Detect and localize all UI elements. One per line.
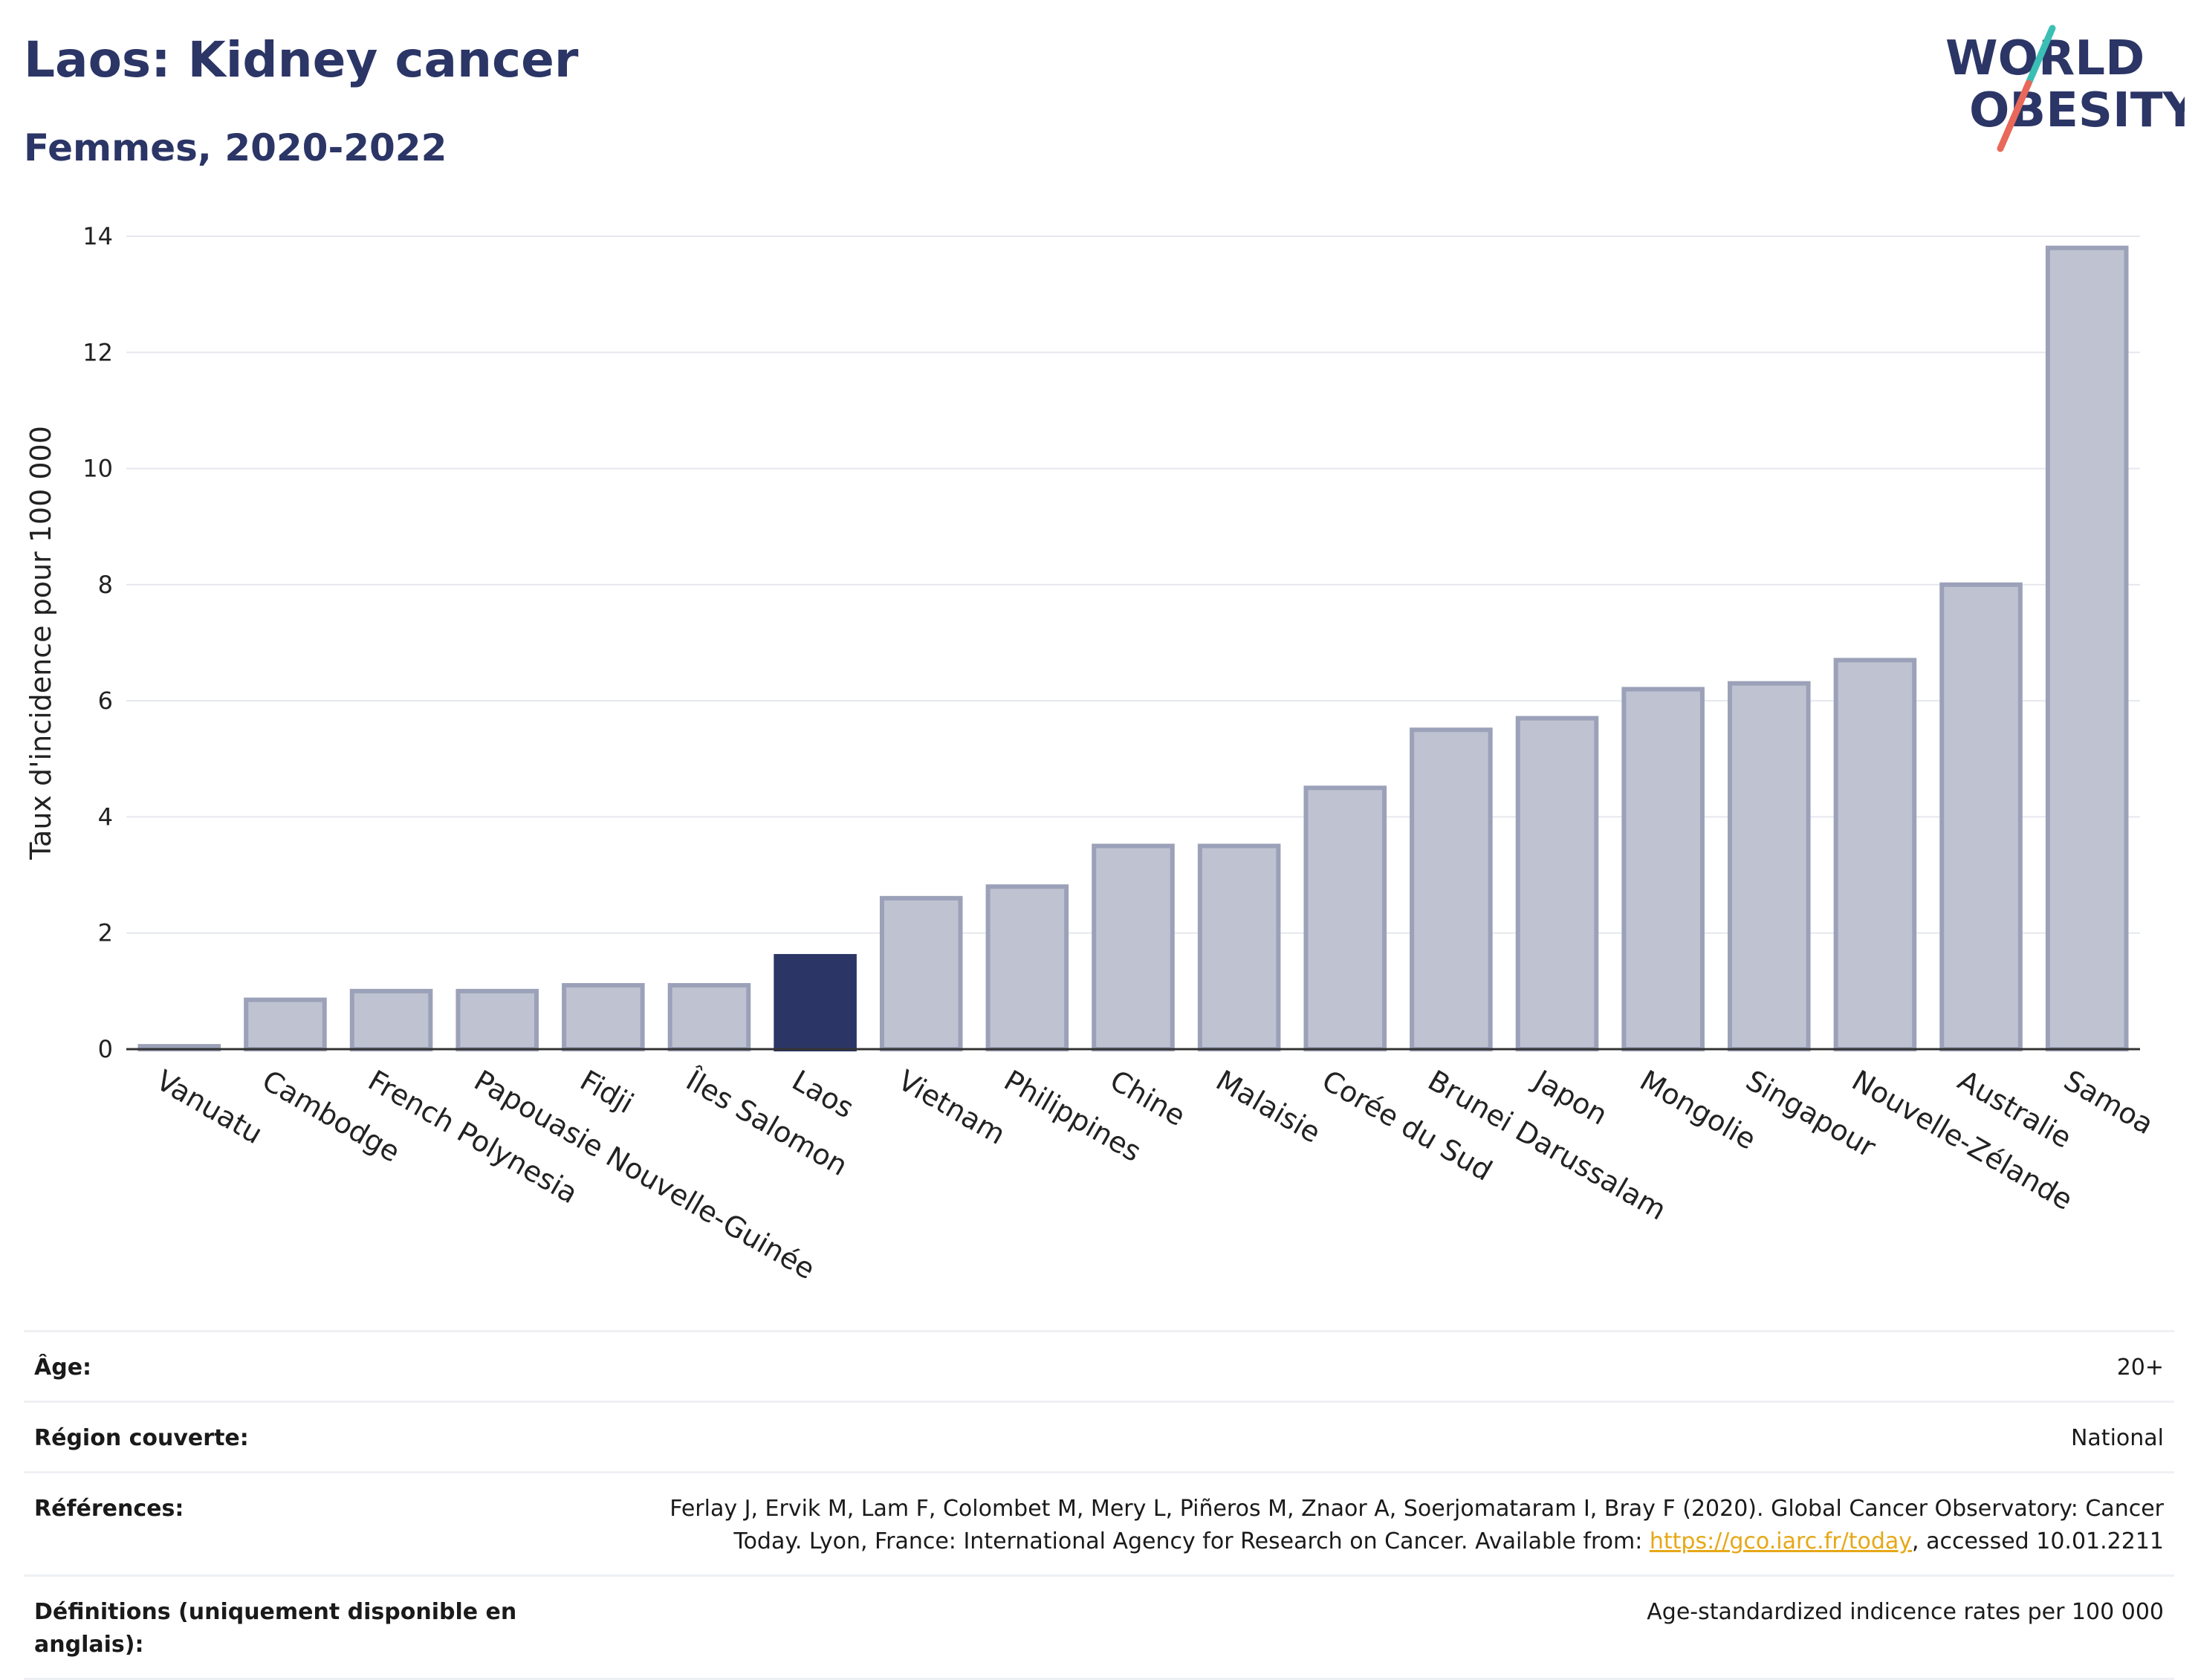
bar-chine bbox=[1092, 843, 1175, 1051]
y-tick-label: 4 bbox=[98, 802, 113, 831]
metadata-table: Âge: 20+ Région couverte: National Référ… bbox=[24, 1330, 2174, 1680]
bar-laos bbox=[774, 953, 857, 1052]
bar-samoa bbox=[2045, 245, 2129, 1052]
bar-brunei-darussalam bbox=[1410, 727, 1493, 1051]
bar-australie bbox=[1939, 582, 2023, 1052]
y-tick-label: 8 bbox=[98, 571, 113, 599]
y-tick-label: 0 bbox=[98, 1035, 113, 1063]
bar-nouvelle-z-lande bbox=[1833, 658, 1917, 1051]
meta-row-definitions: Définitions (uniquement disponible en an… bbox=[24, 1574, 2174, 1680]
references-accessed: , accessed 10.01.2211 bbox=[1912, 1528, 2164, 1554]
meta-definitions-value: Age-standardized indicence rates per 100… bbox=[1647, 1599, 2164, 1625]
bar-papouasie-nouvelle-guin-e bbox=[456, 988, 539, 1052]
meta-row-age: Âge: 20+ bbox=[24, 1330, 2174, 1401]
bar-singapour bbox=[1728, 681, 1811, 1051]
y-tick-label: 12 bbox=[82, 338, 113, 366]
y-tick-label: 2 bbox=[98, 919, 113, 947]
bar-fidji bbox=[562, 983, 645, 1051]
logo-slash-red bbox=[1997, 80, 2032, 152]
x-tick-label: Japon bbox=[1527, 1063, 1612, 1132]
bar-malaisie bbox=[1197, 843, 1281, 1051]
meta-row-region: Région couverte: National bbox=[24, 1401, 2174, 1471]
y-tick-label: 6 bbox=[98, 687, 113, 715]
x-tick-label: Malaisie bbox=[1210, 1064, 1326, 1149]
x-tick-label: Vanuatu bbox=[151, 1064, 268, 1150]
references-link[interactable]: https://gco.iarc.fr/today bbox=[1649, 1528, 1913, 1554]
x-tick-label: Mongolie bbox=[1635, 1064, 1762, 1156]
bar--les-salomon bbox=[667, 983, 751, 1051]
meta-row-references: Références: Ferlay J, Ervik M, Lam F, Co… bbox=[24, 1471, 2174, 1574]
x-tick-label: Fidji bbox=[574, 1064, 639, 1120]
meta-definitions-label: Définitions (uniquement disponible en an… bbox=[34, 1599, 517, 1658]
meta-references-label: Références: bbox=[34, 1496, 184, 1522]
bar-chart: 0 2 4 6 8 10 12 14 Taux d'incidence pour 100 000… bbox=[25, 222, 2159, 1285]
x-tick-label: Laos bbox=[787, 1064, 860, 1125]
x-tick-label: Chine bbox=[1105, 1064, 1191, 1132]
bar-french-polynesia bbox=[349, 988, 433, 1052]
y-axis-title: Taux d'incidence pour 100 000 bbox=[25, 426, 57, 860]
meta-age-value: 20+ bbox=[2116, 1355, 2164, 1381]
bar-cambodge bbox=[244, 997, 327, 1052]
meta-region-label: Région couverte: bbox=[34, 1425, 249, 1451]
logo-slash-teal bbox=[2025, 25, 2056, 87]
logo-line2: OBESITY bbox=[1969, 83, 2185, 138]
bar-philippines bbox=[985, 884, 1069, 1052]
page-subtitle: Femmes, 2020-2022 bbox=[24, 126, 447, 169]
bar-cor-e-du-sud bbox=[1303, 785, 1387, 1051]
bar-japon bbox=[1515, 716, 1599, 1051]
meta-references-value: Ferlay J, Ervik M, Lam F, Colombet M, Me… bbox=[603, 1493, 2164, 1558]
world-obesity-logo: WORLD OBESITY bbox=[1945, 25, 2185, 152]
y-tick-label: 14 bbox=[82, 222, 113, 250]
references-text: Ferlay J, Ervik M, Lam F, Colombet M, Me… bbox=[670, 1496, 2164, 1554]
page-title: Laos: Kidney cancer bbox=[24, 31, 579, 88]
meta-region-value: National bbox=[2070, 1425, 2164, 1451]
y-tick-label: 10 bbox=[82, 455, 113, 483]
bar-vietnam bbox=[879, 895, 963, 1051]
x-tick-label: Vietnam bbox=[892, 1064, 1011, 1151]
meta-age-label: Âge: bbox=[34, 1355, 92, 1381]
bar-mongolie bbox=[1621, 687, 1705, 1051]
